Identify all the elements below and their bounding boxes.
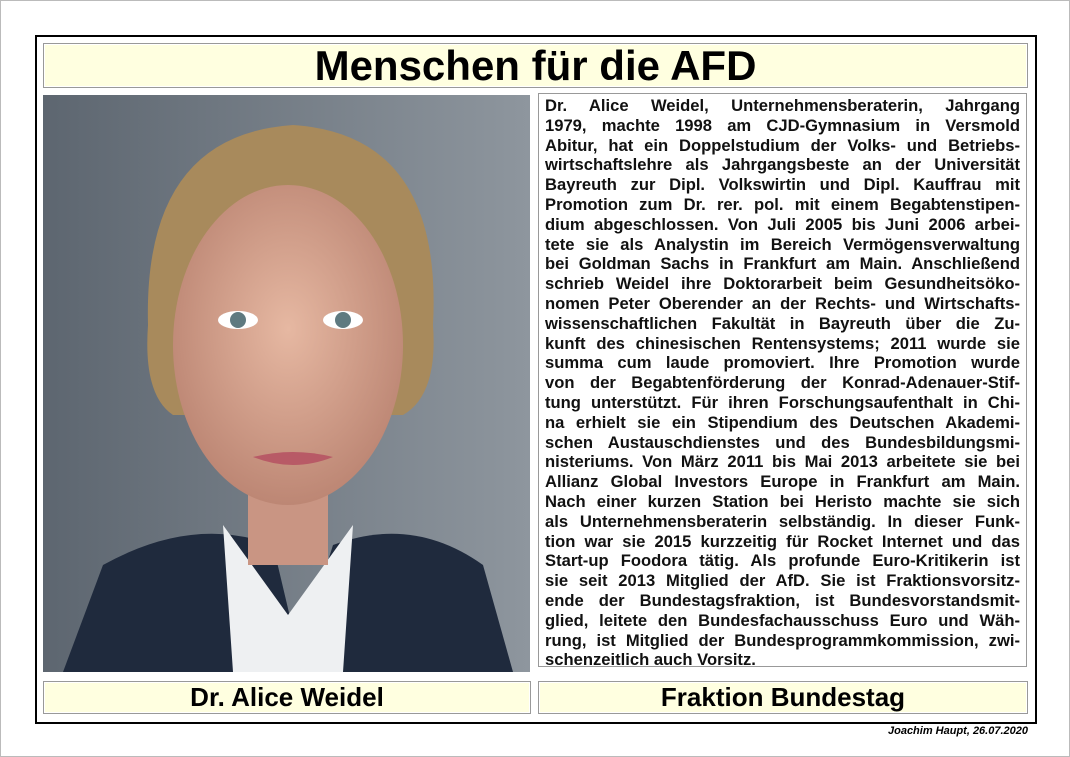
bio-line: schrieb Weidel ihre Doktorarbeit beim Ge… [545,274,1020,294]
bio-line: nomen Peter Oberender an der Rechts- und… [545,293,1020,313]
bio-line: sie seit 2013 Mitglied der AfD. Sie ist … [545,571,1020,591]
author-date: Joachim Haupt, 26.07.2020 [887,725,1028,737]
poster-frame [35,35,1037,724]
bio-line: kunft des chinesischen Rentensystems; 20… [545,333,1020,353]
bio-line: tion war sie 2015 kurzzeitig für Rocket … [545,531,1020,551]
bio-line: Allianz Global Investors Europe in Frank… [545,472,1020,492]
bio-line: bei Goldman Sachs in Frankfurt am Main. … [545,254,1020,274]
person-name: Dr. Alice Weidel [43,681,531,714]
bio-line: Abitur, hat ein Doppelstudium der Volks-… [545,135,1020,155]
portrait-photo [43,95,530,672]
bio-line: tung unterstützt. Für ihren Forschungsau… [545,392,1020,412]
bio-line: Start-up Foodora tätig. Als profunde Eur… [545,551,1020,571]
bio-line: wirtschaftslehre als Jahrgangsbeste an d… [545,155,1020,175]
fraktion-label: Fraktion Bundestag [538,681,1028,714]
bio-line: schenzeitlich auch Vorsitz. [545,650,756,670]
bio-line: na erhielt sie ein Stipendium des Deutsc… [545,412,1020,432]
bio-line: Bayreuth zur Dipl. Volkswirtin und Dipl.… [545,175,1020,195]
bio-line: von der Begabtenförderung der Konrad-Ade… [545,373,1020,393]
poster-title: Menschen für die AFD [43,43,1028,88]
bio-line: schen Austauschdienstes und des Bundesbi… [545,432,1020,452]
bio-line: nisteriums. Von März 2011 bis Mai 2013 a… [545,452,1020,472]
bio-line: Dr. Alice Weidel, Unternehmensberaterin,… [545,96,1020,115]
bio-line: als Unternehmensberaterin selbständig. I… [545,511,1020,531]
bio-line: dium abgeschlossen. Von Juli 2005 bis Ju… [545,214,1020,234]
bio-line: glied, leitete den Bundesfachausschuss E… [545,610,1020,630]
bio-line: tete sie als Analystin im Bereich Vermög… [545,234,1020,254]
bio-line: Promotion zum Dr. rer. pol. mit einem Be… [545,194,1020,214]
bio-line: summa cum laude promoviert. Ihre Promoti… [545,353,1020,373]
bio-line: wissenschaftlichen Fakultät in Bayreuth … [545,313,1020,333]
bio-line: 1979, machte 1998 am CJD-Gymnasium in Ve… [545,115,1020,135]
biography-text: Dr. Alice Weidel, Unternehmensberaterin,… [538,93,1027,670]
bio-line: Nach einer kurzen Station bei Heristo ma… [545,491,1020,511]
bio-line: ende der Bundestagsfraktion, ist Bundesv… [545,590,1020,610]
bio-line: rung, ist Mitglied der Bundesprogrammkom… [545,630,1020,650]
